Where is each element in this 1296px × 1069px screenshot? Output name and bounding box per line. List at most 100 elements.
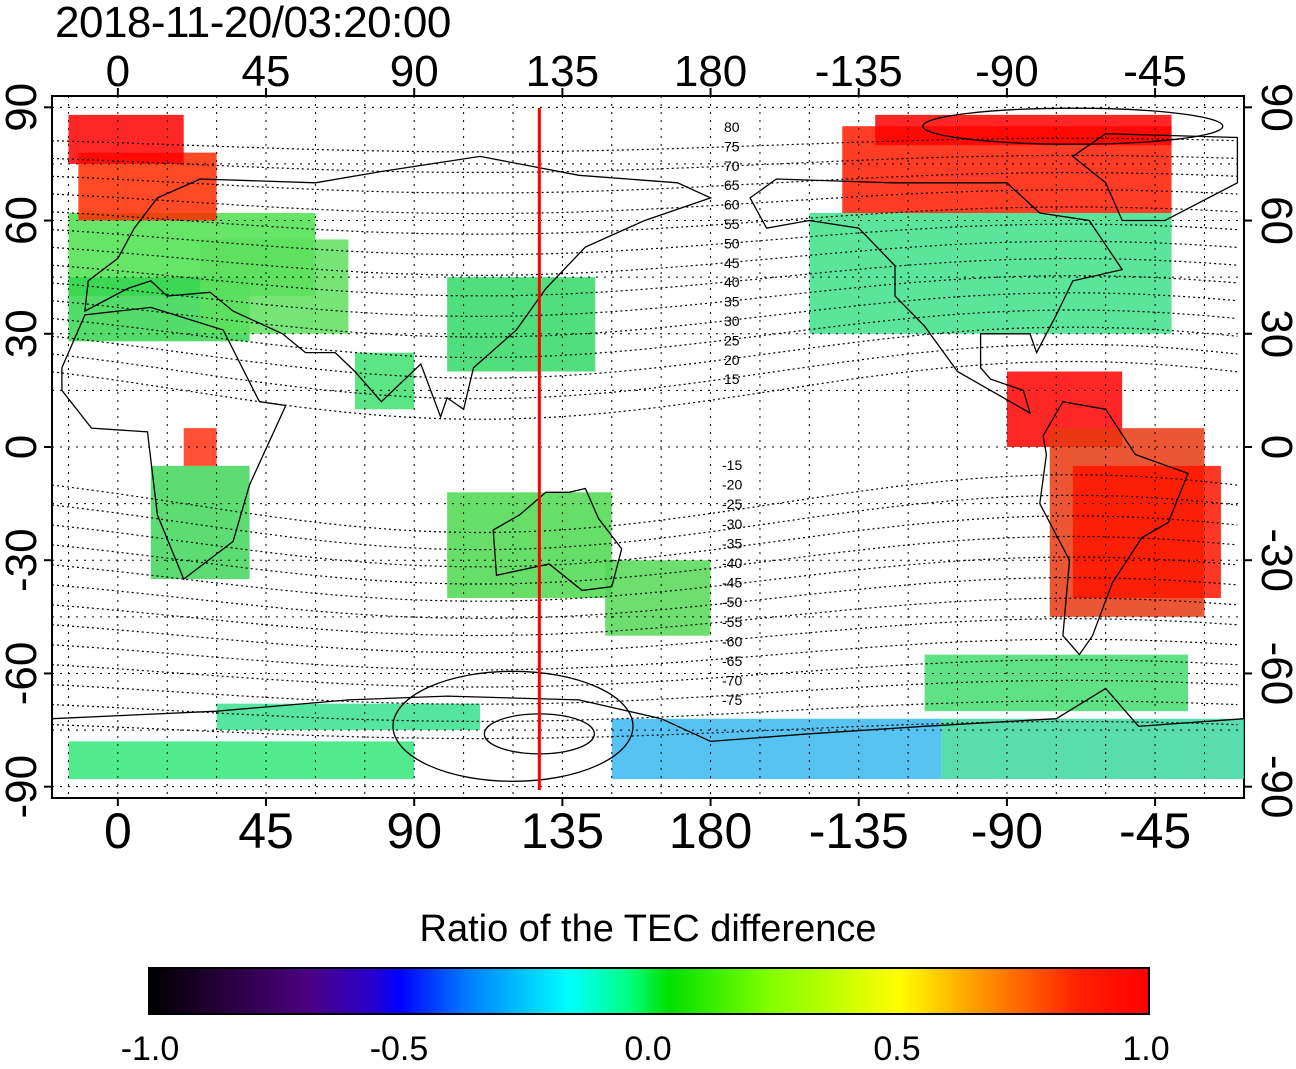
magnetic-contour (51, 474, 1238, 534)
right-lat-label: 30 (1252, 309, 1296, 358)
contour-label: 60 (724, 197, 740, 213)
contour-label: 30 (724, 313, 740, 329)
right-lat-label: 0 (1252, 435, 1296, 459)
magnetic-contour (51, 292, 1238, 338)
contour-label: -35 (722, 535, 742, 551)
magnetic-contour (51, 257, 1238, 297)
magnetic-latitude-contours (51, 107, 1238, 782)
left-lat-label: -90 (0, 755, 46, 819)
contour-label: -60 (722, 633, 742, 649)
contour-label: -75 (722, 692, 742, 708)
right-lat-label: 60 (1252, 196, 1296, 245)
magnetic-contour (51, 360, 1238, 420)
tec-region-21 (924, 654, 1189, 712)
bottom-lon-label: 180 (669, 803, 752, 859)
magnetic-contour (51, 240, 1238, 276)
left-lat-label: 30 (0, 309, 46, 358)
coastline-1 (84, 155, 713, 419)
right-lat-label: -60 (1252, 642, 1296, 706)
colorbar-tick-label: -1.0 (120, 1030, 180, 1068)
bottom-lon-label: -90 (971, 803, 1043, 859)
contour-label: 75 (724, 138, 740, 154)
tec-region-4 (200, 239, 349, 334)
tec-region-2 (68, 114, 184, 164)
contour-label: 55 (724, 216, 740, 232)
south-pole-contour-outer (392, 670, 634, 782)
coastline-0 (61, 306, 287, 581)
coastline-3 (749, 178, 1124, 415)
coastline-4 (1039, 400, 1189, 656)
tec-region-17 (68, 741, 415, 780)
contour-label: -30 (722, 516, 742, 532)
contour-label: 65 (724, 177, 740, 193)
magnetic-contour (51, 326, 1238, 379)
contour-label: -20 (722, 477, 742, 493)
magnetic-contour (51, 577, 1238, 619)
contour-label: -15 (722, 457, 742, 473)
contour-label: 25 (724, 332, 740, 348)
top-lon-label: 135 (526, 47, 599, 96)
left-lat-label: 90 (0, 83, 46, 132)
top-lon-label: 90 (390, 47, 439, 96)
tec-region-10 (605, 560, 711, 636)
map-axes: 0 0 45 45 90 90 135 135 180 180 -135 -135 -90 -90 -45 -… (0, 47, 1296, 859)
tec-ratio-map: 80 75 70 65 60 55 50 45 40 35 30 25 20 15 -15 -20 -25 -30… (0, 47, 1296, 859)
colorbar-tick-label: 0.0 (624, 1030, 672, 1068)
contour-label: 20 (724, 352, 740, 368)
tec-region-7 (354, 352, 415, 410)
colorbar-tick-label: 1.0 (1122, 1030, 1170, 1068)
contour-label: 70 (724, 158, 740, 174)
top-lon-label: 0 (106, 47, 130, 96)
magnetic-contour (51, 556, 1238, 602)
contour-label: -70 (722, 673, 742, 689)
tec-region-8 (447, 277, 596, 372)
contour-label: 15 (724, 371, 740, 387)
contour-label: -25 (722, 496, 742, 512)
coastlines (51, 133, 1245, 743)
top-lon-label: 45 (242, 47, 291, 96)
contour-label: 80 (724, 119, 740, 135)
contour-label: -40 (722, 555, 742, 571)
timestamp-title: 2018-11-20/03:20:00 (55, 0, 451, 47)
tec-region-9 (447, 492, 612, 598)
contour-label: -50 (722, 594, 742, 610)
colorbar-tick-label: -0.5 (369, 1030, 429, 1068)
left-lat-label: -60 (0, 642, 46, 706)
tec-region-13 (875, 114, 1172, 146)
tec-region-11 (809, 213, 1172, 334)
top-lon-label: -45 (1123, 47, 1187, 96)
right-lat-label: 90 (1252, 83, 1296, 132)
magnetic-contour (51, 275, 1238, 317)
left-lat-label: -30 (0, 528, 46, 592)
tec-region-16 (1072, 465, 1221, 598)
magnetic-contour (51, 515, 1238, 568)
contour-label: -65 (722, 653, 742, 669)
right-lat-label: -90 (1252, 755, 1296, 819)
tec-region-19 (941, 718, 1244, 780)
magnetic-contour (51, 494, 1238, 551)
top-lon-label: 180 (674, 47, 747, 96)
top-lon-label: -90 (975, 47, 1039, 96)
magnetic-contour (51, 309, 1238, 359)
top-lon-label: -135 (815, 47, 903, 96)
tec-region-5 (150, 465, 250, 580)
contour-label: -55 (722, 614, 742, 630)
magnetic-contour (51, 343, 1238, 400)
contour-label: 35 (724, 294, 740, 310)
left-lat-label: 60 (0, 196, 46, 245)
colorbar-tick-label: 0.5 (873, 1030, 921, 1068)
bottom-lon-label: -45 (1119, 803, 1191, 859)
bottom-lon-label: 45 (238, 803, 294, 859)
contour-label: -45 (722, 575, 742, 591)
colorbar-title: Ratio of the TEC difference (419, 908, 877, 950)
bottom-lon-label: 0 (104, 803, 132, 859)
magnetic-contour (51, 535, 1238, 585)
bottom-lon-label: 135 (521, 803, 604, 859)
magnetic-contour (51, 618, 1238, 654)
bottom-lon-label: 90 (386, 803, 442, 859)
contour-label: 50 (724, 235, 740, 251)
coastline-5 (1071, 133, 1239, 222)
contour-labels: 80 75 70 65 60 55 50 45 40 35 30 25 20 15 -15 -20 -25 -30… (722, 119, 742, 708)
north-pole-contour (922, 107, 1224, 145)
colorbar (148, 967, 1150, 1015)
